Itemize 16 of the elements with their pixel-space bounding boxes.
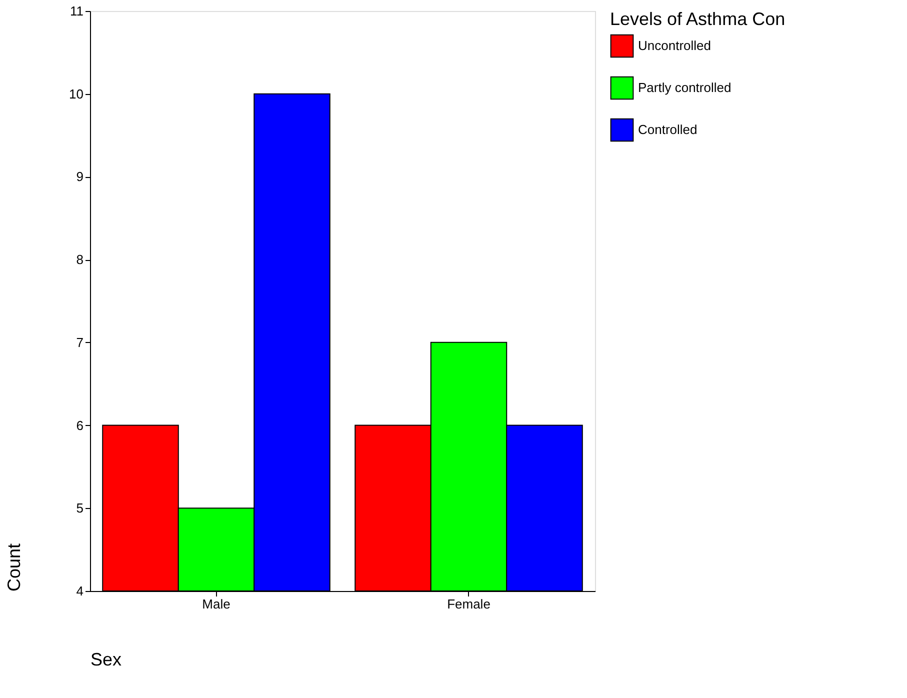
legend-label: Partly controlled xyxy=(638,80,732,95)
x-tick-label: Male xyxy=(202,596,230,612)
y-tick-label: 11 xyxy=(70,4,84,18)
y-axis-title: Count xyxy=(4,543,24,592)
legend-title: Levels of Asthma Con xyxy=(610,9,786,29)
y-tick-label: 9 xyxy=(76,169,84,184)
legend-label: Uncontrolled xyxy=(638,38,711,53)
y-tick-label: 10 xyxy=(69,86,84,102)
x-axis-title: Sex xyxy=(90,650,122,670)
legend-label: Controlled xyxy=(638,122,698,137)
y-tick-label: 6 xyxy=(76,418,84,433)
y-tick-label: 8 xyxy=(76,252,84,268)
y-tick-label: 7 xyxy=(76,334,84,350)
y-tick-label: 5 xyxy=(76,500,84,516)
y-tick-label: 4 xyxy=(76,584,84,598)
x-tick-label: Female xyxy=(447,596,490,612)
